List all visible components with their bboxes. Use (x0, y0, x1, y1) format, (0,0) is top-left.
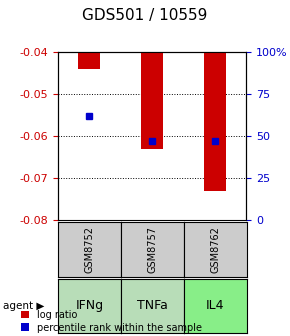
Bar (78, 52, 100, 69)
Text: IFNg: IFNg (75, 299, 104, 312)
Text: TNFa: TNFa (137, 299, 168, 312)
Bar (141, 52, 163, 149)
Text: agent ▶: agent ▶ (3, 301, 44, 311)
Text: GDS501 / 10559: GDS501 / 10559 (82, 8, 208, 24)
Bar (204, 52, 226, 191)
Legend: log ratio, percentile rank within the sample: log ratio, percentile rank within the sa… (19, 308, 204, 335)
Text: GSM8757: GSM8757 (147, 226, 157, 273)
Text: GSM8752: GSM8752 (84, 226, 95, 273)
Text: GSM8762: GSM8762 (210, 226, 220, 273)
Text: IL4: IL4 (206, 299, 224, 312)
